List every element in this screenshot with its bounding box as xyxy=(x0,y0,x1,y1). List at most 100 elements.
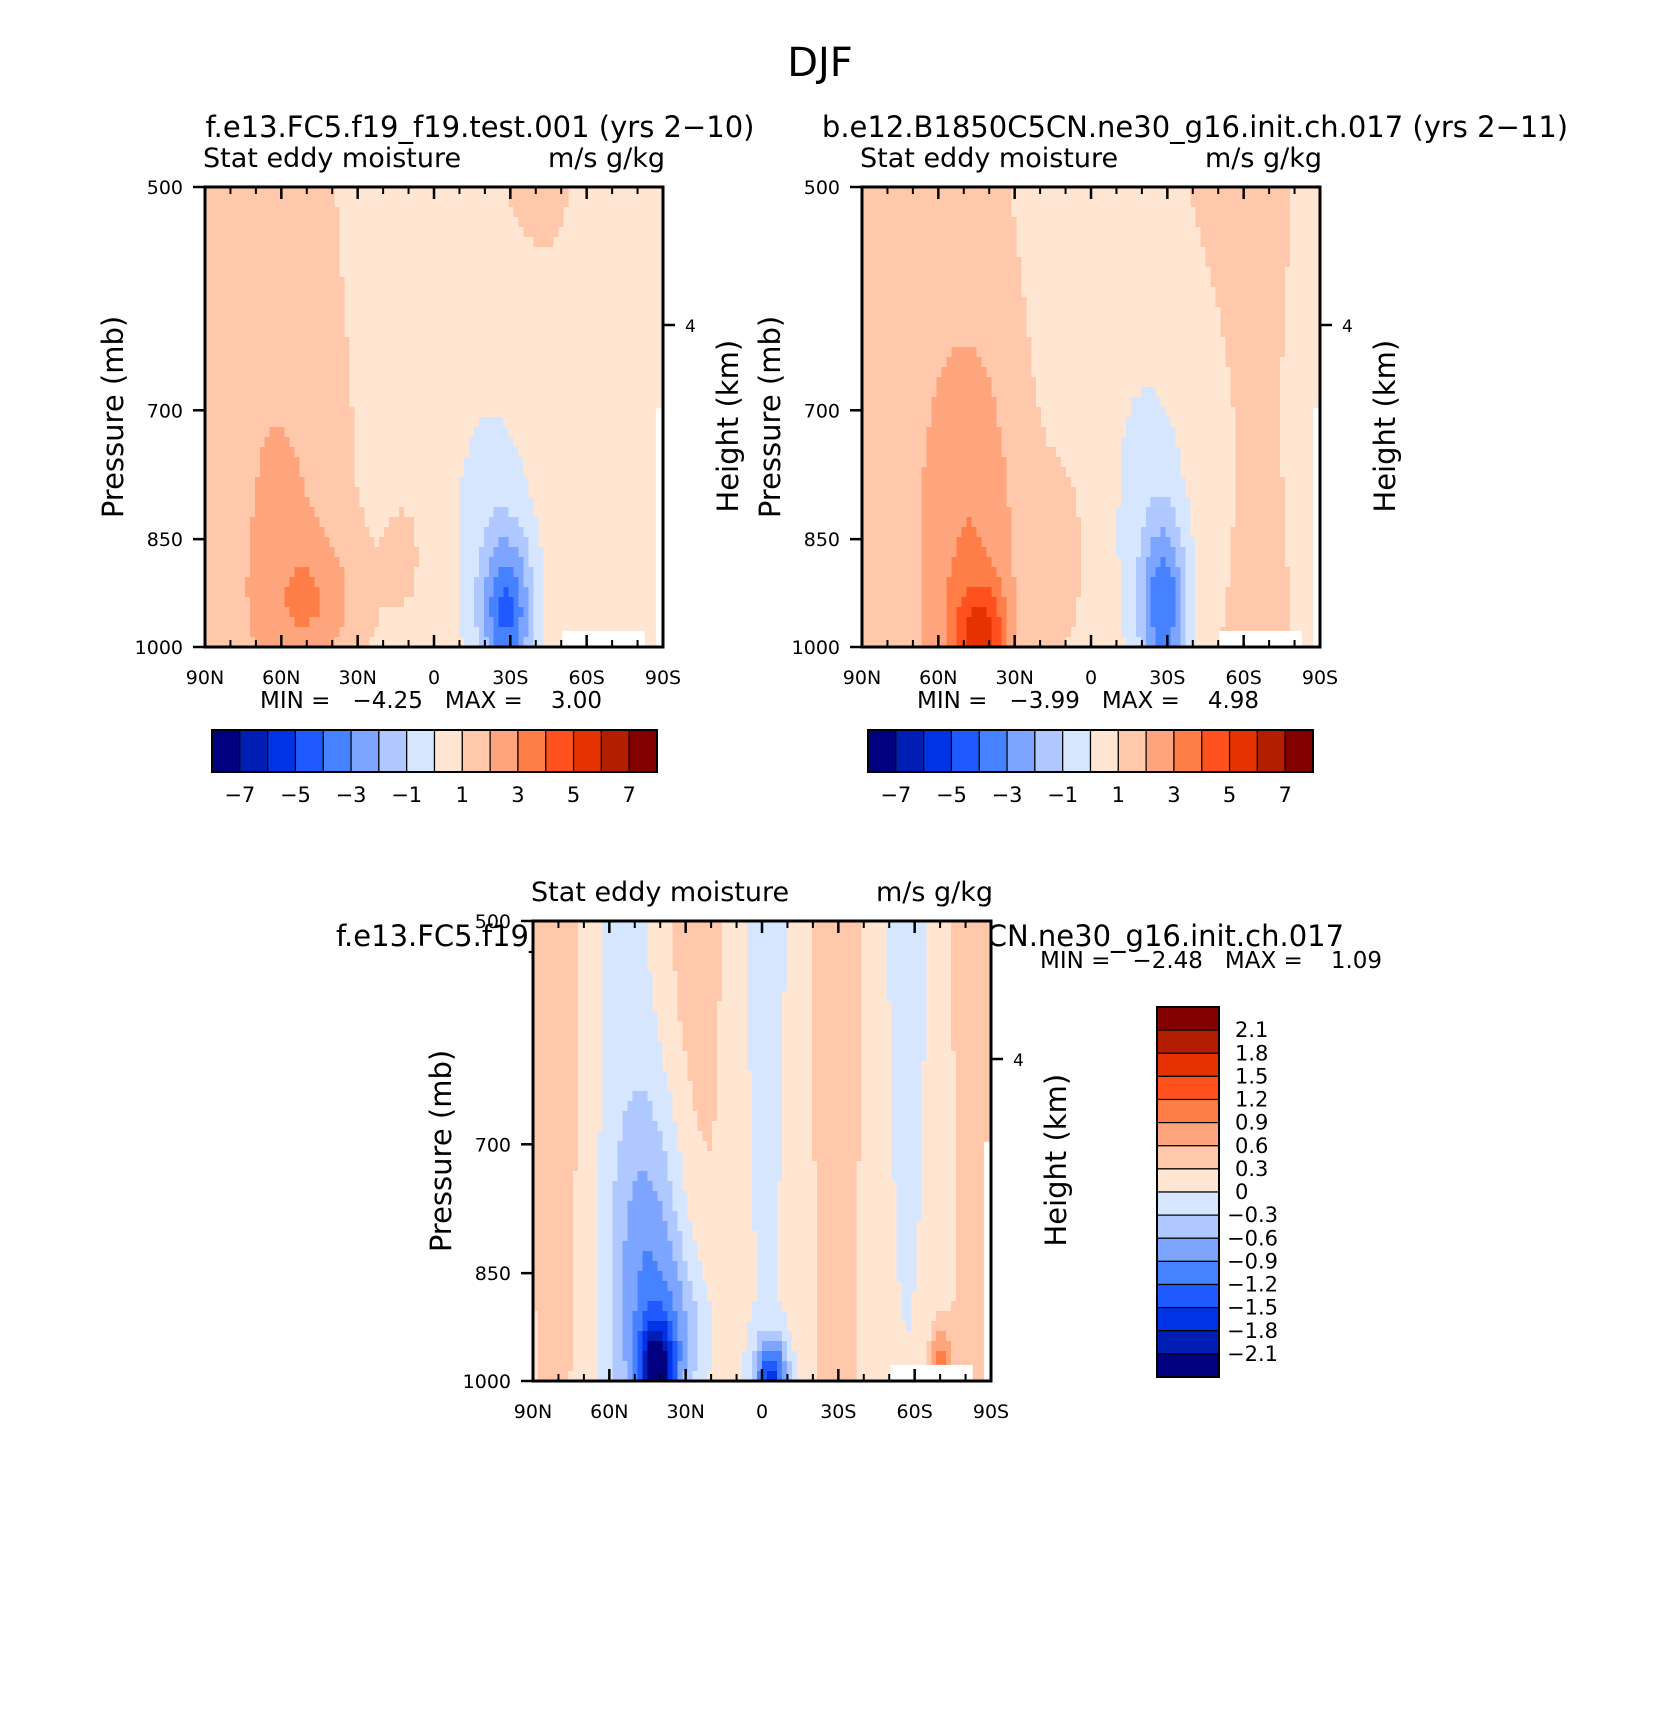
contour-cell xyxy=(623,437,629,448)
contour-cell xyxy=(603,507,609,518)
contour-cell xyxy=(977,247,983,258)
contour-cell xyxy=(563,617,569,628)
contour-cell xyxy=(603,257,609,268)
contour-cell xyxy=(1011,207,1017,218)
contour-cell xyxy=(429,557,435,568)
contour-cell xyxy=(329,517,335,528)
contour-cell xyxy=(364,467,370,478)
contour-cell xyxy=(618,517,624,528)
contour-cell xyxy=(389,547,395,558)
contour-cell xyxy=(220,377,226,388)
contour-cell xyxy=(300,297,306,308)
contour-cell xyxy=(320,447,326,458)
contour-cell xyxy=(613,537,619,548)
contour-cell xyxy=(917,217,923,228)
contour-cell xyxy=(210,407,216,418)
contour-cell xyxy=(593,407,599,418)
contour-cell xyxy=(454,597,460,608)
contour-cell xyxy=(434,567,440,578)
contour-cell xyxy=(1086,217,1092,228)
contour-cell xyxy=(1106,197,1112,208)
contour-cell xyxy=(334,567,340,578)
contour-cell xyxy=(1121,217,1127,228)
contour-cell xyxy=(549,287,555,298)
contour-cell xyxy=(1300,227,1306,238)
contour-cell xyxy=(369,387,375,398)
contour-cell xyxy=(986,227,992,238)
contour-cell xyxy=(225,547,231,558)
contour-cell xyxy=(524,487,530,498)
contour-cell xyxy=(379,527,385,538)
contour-cell xyxy=(489,517,495,528)
contour-cell xyxy=(260,417,266,428)
contour-cell xyxy=(334,467,340,478)
contour-cell xyxy=(280,537,286,548)
contour-cell xyxy=(593,247,599,258)
contour-cell xyxy=(374,287,380,298)
contour-cell xyxy=(613,267,619,278)
contour-cell xyxy=(633,557,639,568)
contour-cell xyxy=(534,617,540,628)
contour-cell xyxy=(479,277,485,288)
contour-cell xyxy=(434,477,440,488)
contour-cell xyxy=(424,397,430,408)
contour-cell xyxy=(648,547,654,558)
contour-cell xyxy=(1001,187,1007,198)
contour-cell xyxy=(285,627,291,638)
contour-cell xyxy=(260,487,266,498)
contour-cell xyxy=(285,357,291,368)
contour-cell xyxy=(250,417,256,428)
contour-cell xyxy=(339,217,345,228)
contour-cell xyxy=(329,277,335,288)
contour-cell xyxy=(534,297,540,308)
contour-cell xyxy=(628,427,634,438)
contour-cell xyxy=(245,597,251,608)
contour-cell xyxy=(996,187,1002,198)
contour-cell xyxy=(529,227,535,238)
contour-cell xyxy=(449,607,455,618)
contour-cell xyxy=(1081,237,1087,248)
contour-cell xyxy=(628,547,634,558)
contour-cell xyxy=(275,587,281,598)
contour-cell xyxy=(633,387,639,398)
contour-cell xyxy=(419,207,425,218)
contour-cell xyxy=(329,417,335,428)
contour-cell xyxy=(643,387,649,398)
contour-cell xyxy=(628,417,634,428)
contour-cell xyxy=(568,267,574,278)
contour-cell xyxy=(593,277,599,288)
contour-cell xyxy=(484,367,490,378)
contour-cell xyxy=(449,387,455,398)
contour-cell xyxy=(454,537,460,548)
contour-cell xyxy=(255,497,261,508)
contour-cell xyxy=(409,587,415,598)
contour-cell xyxy=(996,197,1002,208)
contour-cell xyxy=(568,427,574,438)
contour-cell xyxy=(464,357,470,368)
contour-cell xyxy=(544,357,550,368)
contour-cell xyxy=(588,587,594,598)
contour-cell xyxy=(250,327,256,338)
contour-cell xyxy=(364,437,370,448)
contour-cell xyxy=(608,377,614,388)
contour-cell xyxy=(1066,237,1072,248)
contour-cell xyxy=(275,387,281,398)
contour-cell xyxy=(429,287,435,298)
contour-cell xyxy=(225,227,231,238)
contour-cell xyxy=(573,487,579,498)
contour-cell xyxy=(250,317,256,328)
contour-cell xyxy=(544,197,550,208)
contour-cell xyxy=(404,527,410,538)
contour-cell xyxy=(339,507,345,518)
contour-cell xyxy=(280,567,286,578)
contour-cell xyxy=(1245,237,1251,248)
contour-cell xyxy=(275,307,281,318)
contour-cell xyxy=(394,487,400,498)
contour-cell xyxy=(479,447,485,458)
contour-cell xyxy=(324,597,330,608)
contour-cell xyxy=(374,317,380,328)
contour-cell xyxy=(519,437,525,448)
contour-cell xyxy=(305,587,311,598)
contour-cell xyxy=(553,227,559,238)
